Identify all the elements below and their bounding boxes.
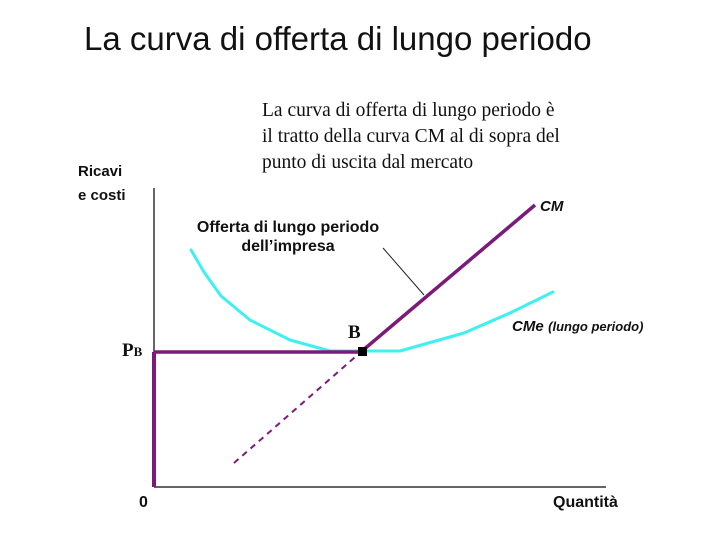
price-pb-main: P: [122, 340, 134, 361]
note-line-3: punto di uscita dal mercato: [262, 152, 474, 173]
price-pb-label: PB: [122, 340, 142, 362]
note-line-2: il tratto della curva CM al di sopra del: [262, 126, 560, 147]
long-run-supply-label: Offerta di lungo periodo dell’impresa: [172, 218, 404, 256]
slide-title: La curva di offerta di lungo periodo: [84, 20, 592, 57]
long-run-supply-label-line-1: Offerta di lungo periodo: [196, 219, 380, 236]
leader-line: [382, 247, 425, 296]
explanation-note: La curva di offerta di lungo periodo è i…: [262, 98, 662, 176]
price-pb-subscript: B: [133, 344, 143, 359]
point-b-marker: [358, 347, 367, 356]
y-axis-label: Ricavi e costi: [78, 160, 126, 208]
cm-curve-dashed: [233, 350, 363, 464]
cme-curve: [189, 248, 555, 353]
cm-curve-label: CM: [540, 198, 564, 215]
note-line-1: La curva di offerta di lungo periodo è: [262, 100, 555, 121]
cm-curve-solid: [360, 203, 537, 353]
point-b-label: B: [348, 322, 361, 343]
long-run-supply-label-line-2: dell’impresa: [241, 238, 335, 255]
cme-curve-name: CMe: [512, 318, 544, 335]
y-axis-label-line-1: Ricavi: [78, 163, 123, 180]
x-axis-label: Quantità: [553, 494, 618, 511]
cme-curve-label: CMe (lungo periodo): [512, 318, 643, 336]
origin-label: 0: [139, 494, 148, 511]
cme-curve-qualifier: (lungo periodo): [548, 319, 644, 334]
y-axis-label-line-2: e costi: [78, 187, 126, 204]
